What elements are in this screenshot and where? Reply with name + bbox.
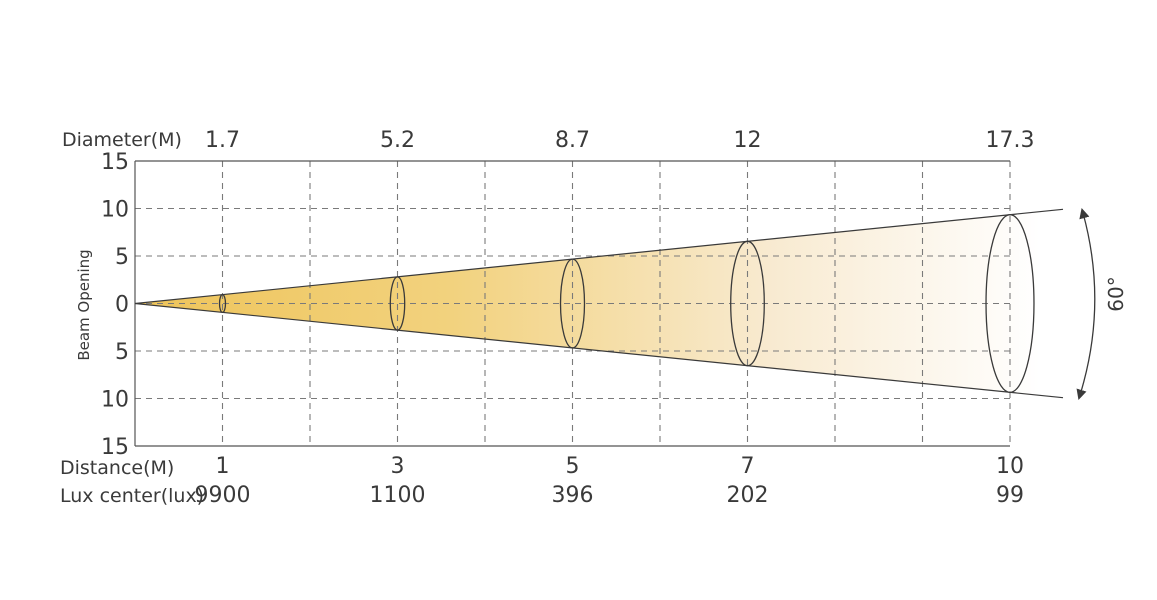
beam-angle-label: 60° [1104,276,1128,311]
beam-cross-section-ellipse [985,214,1035,393]
distance-value: 7 [741,454,755,479]
diameter-value: 17.3 [986,128,1035,153]
distance-value: 10 [996,454,1024,479]
lux-value: 1100 [370,483,426,508]
y-tick-label: 15 [101,435,129,460]
beam-cross-section-ellipse [389,276,406,331]
lux-value: 396 [552,483,594,508]
angle-arc-arrow [1076,207,1096,400]
diameter-value: 12 [734,128,762,153]
beam-edge-bottom [134,302,1064,399]
lux-value: 9900 [195,483,251,508]
diameter-value: 5.2 [380,128,415,153]
diameter-value: 8.7 [555,128,590,153]
diameter-value: 1.7 [205,128,240,153]
distance-row-label: Distance(M) [60,457,174,479]
distance-value: 5 [566,454,580,479]
y-tick-label: 5 [115,340,129,365]
distance-value: 3 [391,454,405,479]
beam-cross-section-ellipse [730,240,765,367]
beam-edge-top [134,208,1064,305]
lux-row-label: Lux center(lux) [60,485,204,507]
y-tick-label: 10 [101,388,129,413]
beam-cross-section-ellipse [218,293,227,314]
y-axis-label: Beam Opening [75,249,93,360]
y-tick-label: 15 [101,150,129,175]
lux-value: 202 [727,483,769,508]
distance-value: 1 [216,454,230,479]
y-tick-label: 10 [101,198,129,223]
y-tick-label: 0 [115,293,129,318]
diameter-row-label: Diameter(M) [62,129,182,151]
beam-cross-section-ellipse [559,258,586,349]
lux-value: 99 [996,483,1024,508]
y-tick-label: 5 [115,245,129,270]
